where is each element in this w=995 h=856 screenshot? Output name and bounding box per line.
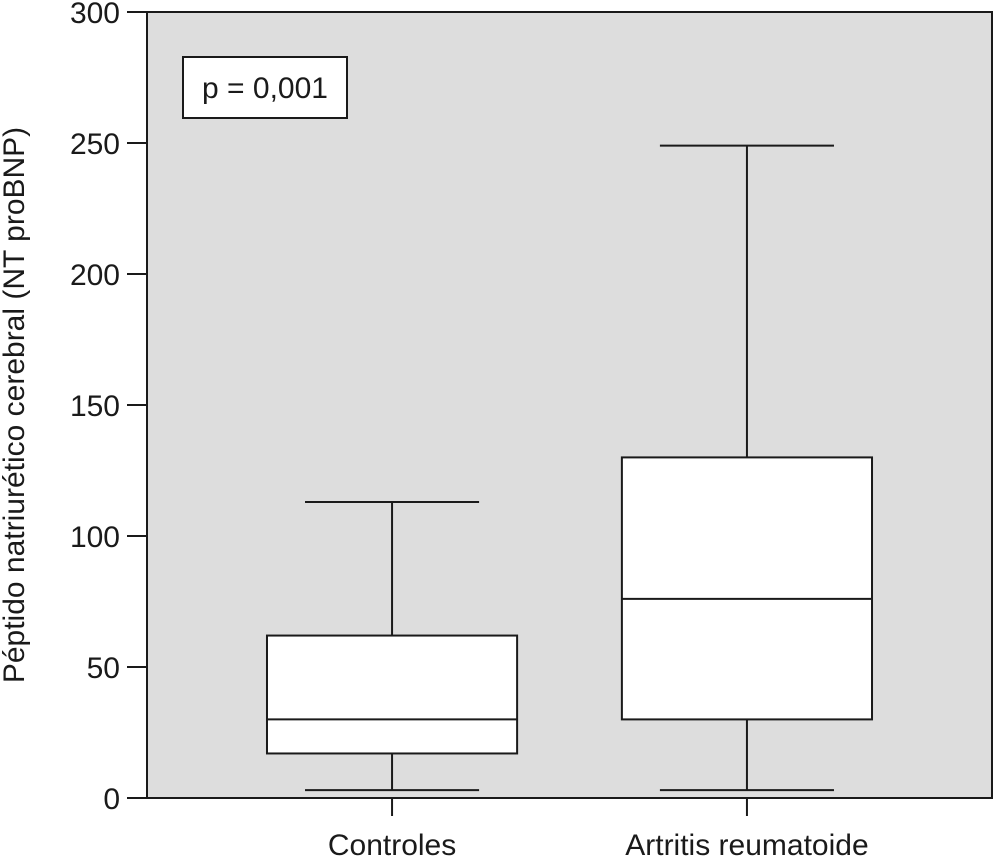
y-tick-label: 0 [103,783,120,816]
annotation-box [182,56,348,119]
y-tick-label: 250 [70,128,120,161]
y-tick-label: 100 [70,521,120,554]
y-tick-label: 50 [87,652,120,685]
y-tick-label: 150 [70,390,120,423]
x-axis: Controles Artritis reumatoide [328,798,869,856]
box-1 [265,500,519,792]
iqr-box [265,634,519,755]
y-axis: 0 50 100 150 200 250 300 [70,0,147,816]
annotation-text: p = 0,001 [202,72,328,105]
box-2 [620,144,874,792]
x-tick-label: Artritis reumatoide [625,829,868,856]
x-tick-label: Controles [328,829,456,856]
box-series [265,144,874,792]
p-value-annotation: p = 0,001 [182,56,348,119]
y-tick-label: 300 [70,0,120,30]
y-axis-label: Péptido natriurético cerebral (NT proBNP… [0,127,31,683]
y-tick-label: 200 [70,259,120,292]
iqr-box [620,456,874,721]
